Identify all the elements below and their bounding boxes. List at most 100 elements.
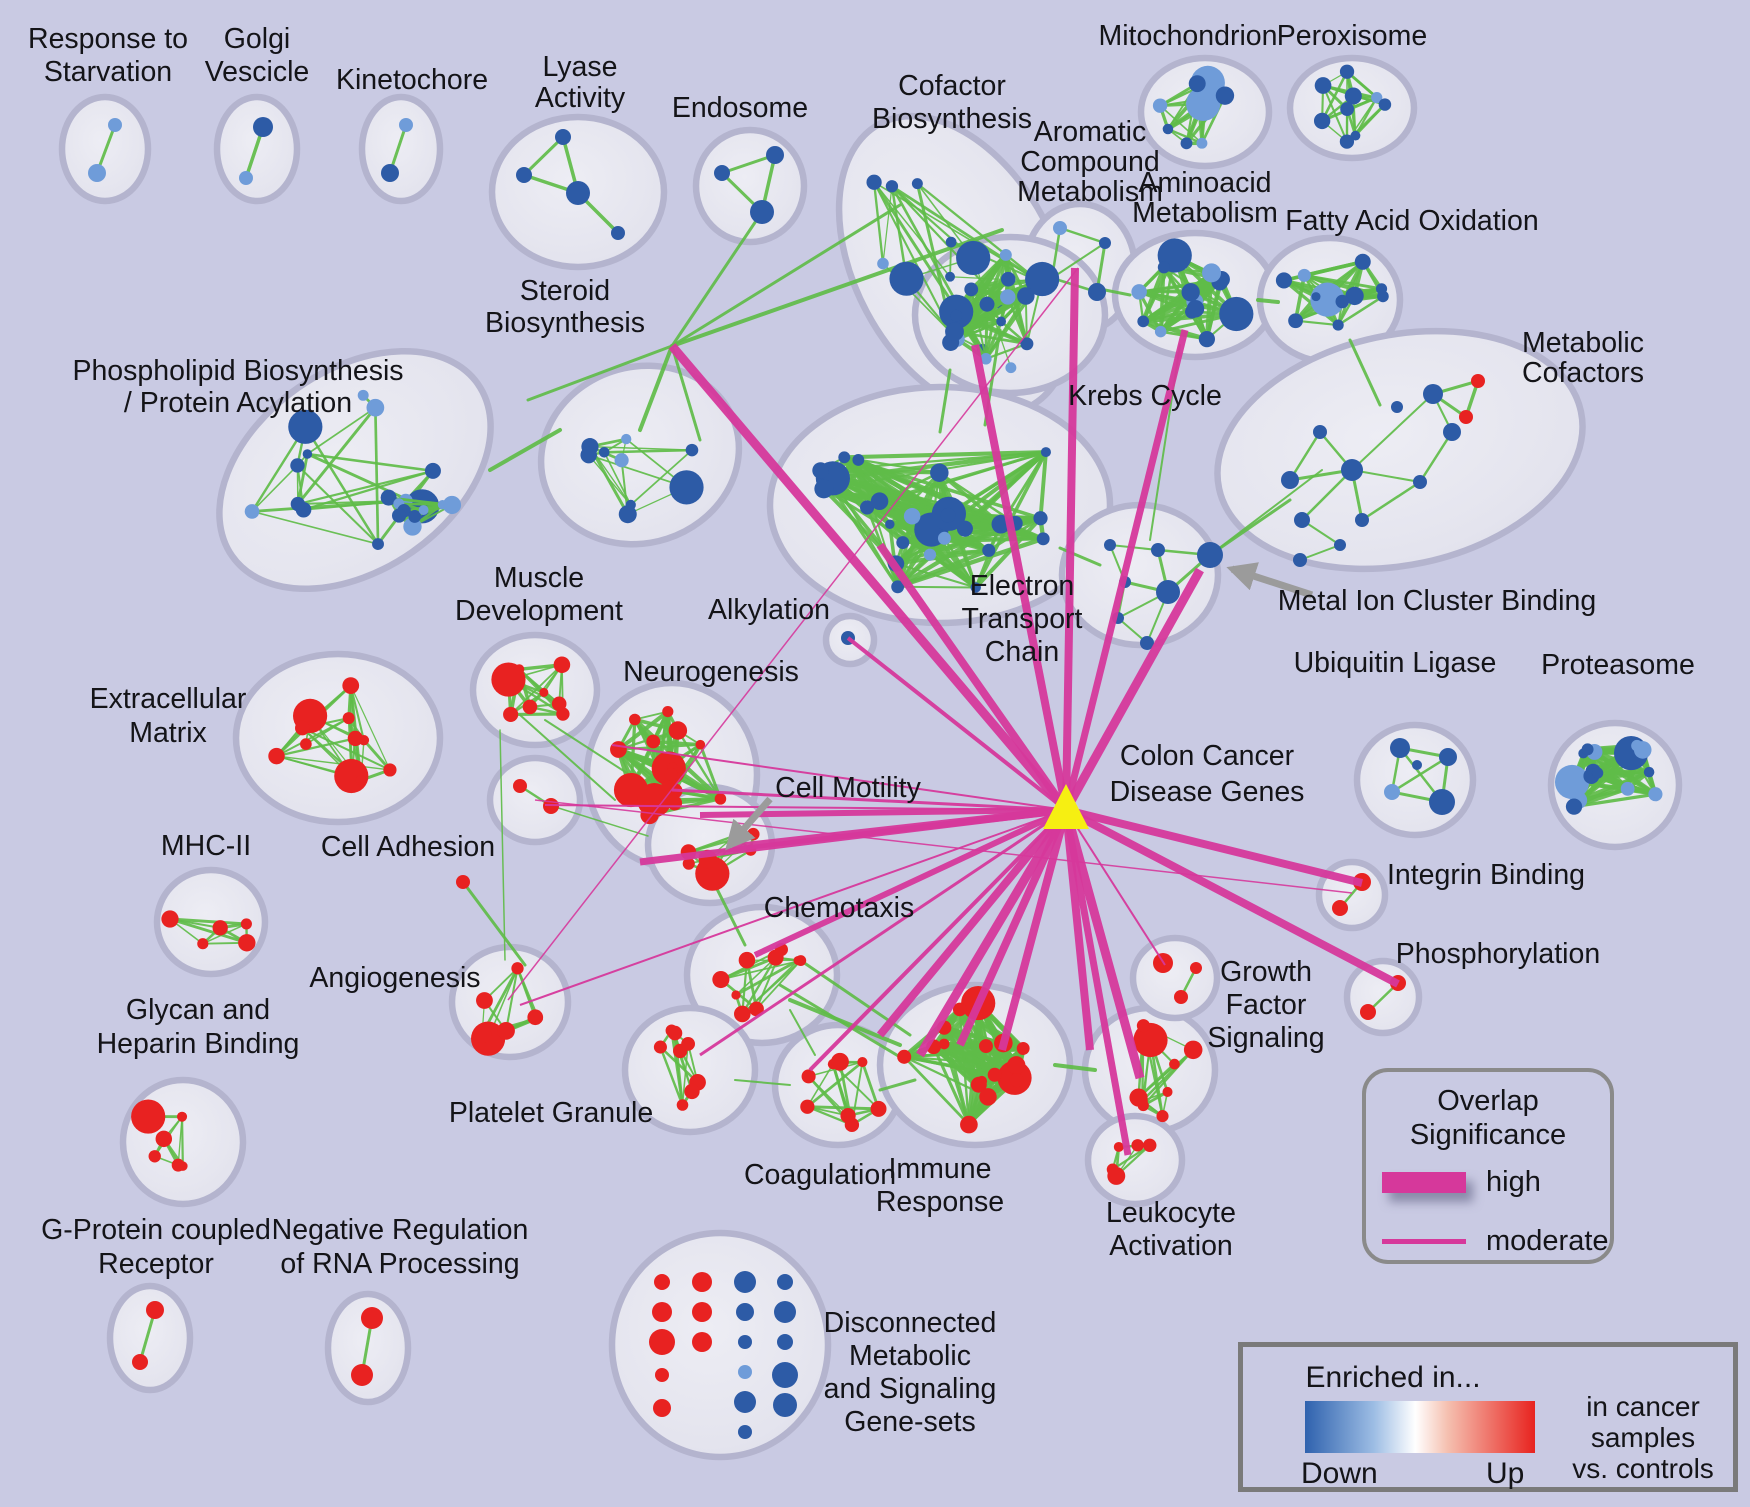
gene-set-node: [1339, 134, 1355, 149]
gene-set-node: [1591, 767, 1604, 779]
gene-set-node: [1314, 77, 1332, 94]
cluster-label-leukocyte-activation: Leukocyte Activation: [1106, 1197, 1236, 1262]
gene-set-node: [750, 200, 774, 224]
cluster-ellipse-ubiquitin-ligase: [1353, 721, 1477, 839]
gene-set-node: [1202, 263, 1222, 283]
cluster-ellipse-metabolic-cofactors: [1214, 327, 1586, 573]
gene-set-node: [1423, 384, 1443, 404]
gene-set-node: [1113, 1141, 1124, 1152]
gene-set-node: [714, 165, 730, 181]
gene-set-node: [514, 664, 525, 675]
cluster-label-electron-transport-chain: Electron Transport Chain: [962, 570, 1083, 668]
cluster-graph-angiogenesis: [471, 962, 544, 1056]
enriched-in-legend: Enriched in... Down Up in cancer samples…: [1238, 1342, 1738, 1492]
gene-set-node: [300, 738, 312, 750]
cluster-label-immune-response: Immune Response: [876, 1153, 1004, 1218]
cluster-label-angiogenesis: Angiogenesis: [309, 962, 480, 994]
inter-cluster-edge: [778, 983, 907, 1062]
gene-set-edge: [529, 664, 563, 708]
gene-set-edge: [1137, 1049, 1194, 1099]
hub-label-colon-cancer-disease-genes: Colon Cancer Disease Genes: [1110, 740, 1305, 808]
gene-set-node: [814, 479, 834, 499]
gene-set-edge: [735, 957, 777, 996]
cluster-graph-response-starvation: [88, 118, 122, 182]
gene-set-node: [197, 938, 209, 950]
gene-set-edge: [720, 956, 777, 981]
gene-set-node: [244, 504, 260, 519]
gene-set-node: [424, 462, 441, 479]
gene-set-node: [870, 492, 889, 510]
high-overlap-spoke: [1062, 567, 1204, 813]
gene-set-edge: [350, 685, 391, 771]
high-overlap-spoke: [971, 344, 1070, 811]
cluster-ellipse-extracellular-matrix: [232, 650, 444, 826]
gene-set-node: [1294, 512, 1310, 528]
gene-set-node: [108, 118, 122, 132]
gene-set-edge: [603, 451, 632, 506]
cluster-graph-kinetochore: [381, 118, 413, 182]
gene-set-node: [1016, 1041, 1030, 1055]
gene-set-node: [681, 1036, 695, 1051]
gene-set-edge: [820, 450, 1047, 472]
cluster-graph-glycan-heparin-binding: [131, 1099, 188, 1172]
gene-set-node: [1219, 296, 1254, 332]
layer-annotations: Response to Starvation Golgi Vescicle Kineto…: [28, 20, 1695, 1438]
gene-set-node: [1313, 425, 1327, 439]
cluster-label-proteasome: Proteasome: [1541, 649, 1695, 681]
overlap-significance-legend: Overlap Significance high moderate: [1362, 1068, 1614, 1264]
cluster-graph-proteasome: [1554, 735, 1663, 815]
gene-set-edge: [1418, 431, 1454, 483]
gene-set-edge: [832, 1063, 880, 1110]
gene-set-node: [937, 531, 951, 545]
gene-set-node: [1384, 784, 1400, 800]
gene-set-node: [746, 827, 760, 841]
gene-set-node: [555, 129, 571, 145]
gene-set-edge: [904, 1055, 1017, 1067]
gene-set-node: [801, 1069, 816, 1084]
gene-set-node: [212, 920, 228, 936]
gene-set-edge: [947, 451, 1047, 517]
moderate-significance-label: moderate: [1486, 1225, 1609, 1257]
gene-set-edge: [1204, 272, 1214, 340]
cluster-ellipse-endosome: [692, 126, 808, 246]
gene-set-node: [777, 1334, 793, 1350]
gene-set-node: [1332, 900, 1348, 916]
gene-set-edge: [1361, 480, 1421, 522]
cluster-ellipse-growth-factor-signaling: [1129, 934, 1221, 1022]
gene-set-edge: [296, 406, 377, 505]
cluster-label-metal-ion-cluster-binding: Metal Ion Cluster Binding: [1278, 585, 1596, 617]
gene-set-edge: [916, 182, 1040, 283]
gene-set-node: [288, 409, 323, 444]
gene-set-node: [347, 730, 363, 747]
inter-cluster-edge: [789, 1009, 816, 1056]
gene-set-node: [652, 1302, 672, 1322]
inter-cluster-edge: [519, 714, 616, 801]
cluster-label-mitochondrion: Mitochondrion: [1098, 20, 1277, 52]
gene-set-node: [952, 1002, 967, 1017]
gene-set-node: [391, 508, 407, 523]
cluster-label-metabolic-cofactors: Metabolic Cofactors: [1522, 327, 1644, 389]
cluster-label-krebs-cycle: Krebs Cycle: [1068, 380, 1222, 412]
gene-set-edge: [659, 1046, 684, 1106]
inter-cluster-edge: [670, 203, 902, 348]
cluster-graph-ubiquitin-ligase: [1384, 738, 1457, 815]
gene-set-node: [685, 443, 699, 457]
layer-overlap-spokes: [519, 267, 1400, 1156]
gene-set-node: [1345, 286, 1364, 306]
gene-set-edge: [1159, 105, 1203, 144]
gene-set-node: [610, 741, 627, 758]
gene-set-node: [938, 1038, 950, 1050]
gene-set-node: [1169, 1058, 1180, 1070]
gene-set-node: [1017, 287, 1035, 305]
high-overlap-spoke: [1061, 808, 1145, 1080]
gene-set-node: [598, 446, 610, 458]
gene-set-node: [777, 1274, 793, 1290]
cluster-graph-golgi-vescicle: [239, 117, 273, 185]
moderate-overlap-spoke: [519, 809, 1067, 1006]
gene-set-node: [885, 519, 895, 529]
gene-set-node: [1281, 471, 1299, 489]
gene-set-edge: [1597, 770, 1650, 775]
cluster-graph-immune-response: [897, 985, 1032, 1134]
gene-set-edge: [1142, 271, 1213, 323]
gene-set-node: [774, 1301, 796, 1323]
